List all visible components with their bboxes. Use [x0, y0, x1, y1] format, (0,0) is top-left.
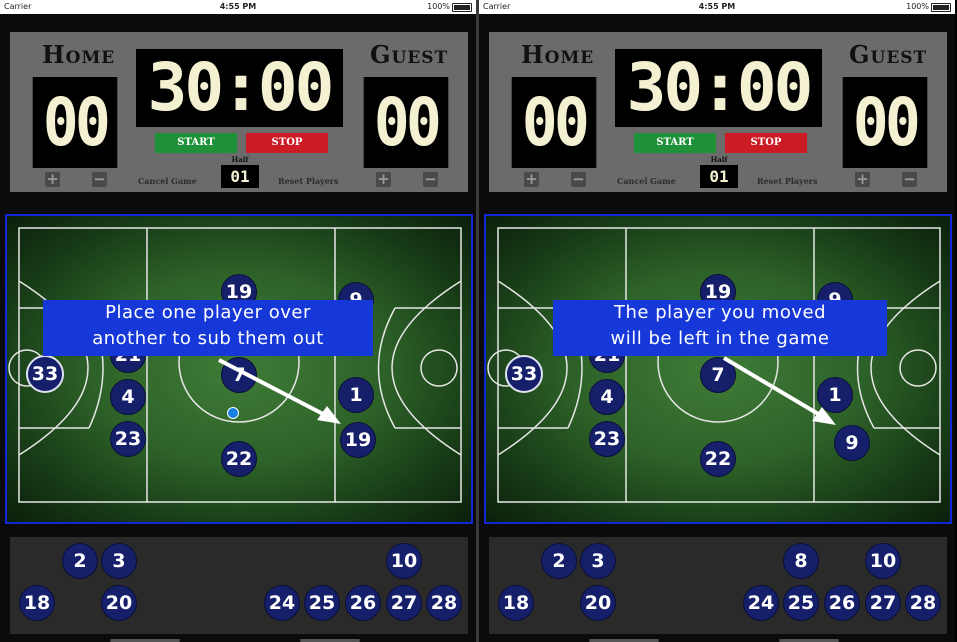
bench-player[interactable]: 10	[865, 543, 901, 579]
cancel-game-button[interactable]: Cancel Game	[138, 176, 197, 186]
battery-icon	[452, 3, 472, 12]
bench-player[interactable]: 8	[783, 543, 819, 579]
field-player[interactable]: 4	[110, 379, 146, 415]
bench-player[interactable]: 28	[905, 585, 941, 621]
bench-player[interactable]: 2	[62, 543, 98, 579]
lacrosse-field[interactable]: 19 9 21 33 7 1 4 19 23 22 Place one play…	[5, 214, 473, 524]
scroll-indicator	[110, 639, 180, 642]
bench-area[interactable]: 2 3 8 10 18 20 24 25 26 27 28	[489, 537, 947, 634]
callout-line-2: will be left in the game	[610, 328, 830, 349]
home-minus-button[interactable]: −	[92, 170, 107, 188]
field-player[interactable]: 22	[700, 441, 736, 477]
home-score: 00	[511, 77, 597, 168]
game-clock: 30:00	[615, 49, 822, 127]
half-label: Half	[231, 155, 249, 164]
scroll-indicator	[779, 639, 839, 642]
guest-minus-button[interactable]: −	[423, 170, 438, 188]
guest-label: Guest	[849, 40, 928, 69]
callout-line-2: another to sub them out	[92, 328, 324, 349]
battery-percent: 100%	[427, 2, 450, 11]
field-player[interactable]: 23	[110, 421, 146, 457]
guest-plus-button[interactable]: +	[855, 170, 870, 188]
home-minus-button[interactable]: −	[571, 170, 586, 188]
bench-player[interactable]: 20	[101, 585, 137, 621]
status-bar: Carrier 4:55 PM 100%	[479, 0, 955, 14]
field-player[interactable]: 1	[338, 377, 374, 413]
field-player[interactable]: 23	[589, 421, 625, 457]
half-label: Half	[710, 155, 728, 164]
start-button[interactable]: START	[155, 133, 237, 153]
bench-player[interactable]: 27	[865, 585, 901, 621]
bench-player[interactable]: 27	[386, 585, 422, 621]
start-button[interactable]: START	[634, 133, 716, 153]
bench-player[interactable]: 25	[783, 585, 819, 621]
bench-player[interactable]: 26	[345, 585, 381, 621]
field-player-goalie[interactable]: 33	[505, 355, 543, 393]
field-lines	[8, 227, 462, 503]
field-player[interactable]: 1	[817, 377, 853, 413]
bench-player[interactable]: 24	[264, 585, 300, 621]
arrow-icon	[722, 356, 836, 425]
guest-score: 00	[363, 77, 449, 168]
status-time: 4:55 PM	[698, 2, 736, 11]
bench-player[interactable]: 3	[580, 543, 616, 579]
guest-minus-button[interactable]: −	[902, 170, 917, 188]
bench-player[interactable]: 20	[580, 585, 616, 621]
tutorial-callout: Place one player over another to sub the…	[43, 300, 373, 356]
status-time: 4:55 PM	[219, 2, 257, 11]
game-clock: 30:00	[136, 49, 343, 127]
stop-button[interactable]: STOP	[725, 133, 807, 153]
arrow-icon	[218, 358, 341, 424]
half-value[interactable]: 01	[221, 165, 259, 188]
field-player-moved[interactable]: 9	[834, 425, 870, 461]
bench-player[interactable]: 18	[19, 585, 55, 621]
bench-player[interactable]: 24	[743, 585, 779, 621]
bench-area[interactable]: 2 3 10 18 20 24 25 26 27 28	[10, 537, 468, 634]
ball-icon	[227, 407, 239, 419]
bench-player[interactable]: 2	[541, 543, 577, 579]
field-player-goalie[interactable]: 33	[26, 355, 64, 393]
home-label: Home	[42, 40, 116, 69]
battery-icon	[931, 3, 951, 12]
reset-players-button[interactable]: Reset Players	[757, 176, 818, 186]
scoreboard: Home Guest 00 00 30:00 START STOP Half 0…	[10, 32, 468, 192]
carrier-label: Carrier	[483, 2, 511, 11]
field-player[interactable]: 22	[221, 441, 257, 477]
callout-line-1: Place one player over	[105, 302, 311, 323]
bench-player[interactable]: 26	[824, 585, 860, 621]
bench-player[interactable]: 10	[386, 543, 422, 579]
field-player-dragged[interactable]: 19	[340, 422, 376, 458]
stop-button[interactable]: STOP	[246, 133, 328, 153]
guest-score: 00	[842, 77, 928, 168]
status-bar: Carrier 4:55 PM 100%	[0, 0, 476, 14]
guest-plus-button[interactable]: +	[376, 170, 391, 188]
tutorial-callout: The player you moved will be left in the…	[553, 300, 887, 356]
bench-player[interactable]: 28	[426, 585, 462, 621]
battery-percent: 100%	[906, 2, 929, 11]
home-plus-button[interactable]: +	[524, 170, 539, 188]
scoreboard: Home Guest 00 00 30:00 START STOP Half 0…	[489, 32, 947, 192]
divider	[476, 0, 479, 642]
home-score: 00	[32, 77, 118, 168]
bench-player[interactable]: 18	[498, 585, 534, 621]
field-player[interactable]: 4	[589, 379, 625, 415]
callout-line-1: The player you moved	[614, 302, 826, 323]
cancel-game-button[interactable]: Cancel Game	[617, 176, 676, 186]
bench-player[interactable]: 3	[101, 543, 137, 579]
lacrosse-field[interactable]: 19 9 21 33 7 1 4 9 23 22 The player you …	[484, 214, 952, 524]
guest-label: Guest	[370, 40, 449, 69]
right-screen: Carrier 4:55 PM 100% Home Guest 00 00 30…	[479, 0, 955, 642]
reset-players-button[interactable]: Reset Players	[278, 176, 339, 186]
home-plus-button[interactable]: +	[45, 170, 60, 188]
home-label: Home	[521, 40, 595, 69]
carrier-label: Carrier	[4, 2, 32, 11]
bench-player[interactable]: 25	[304, 585, 340, 621]
left-screen: Carrier 4:55 PM 100% Home Guest 00 00 30…	[0, 0, 476, 642]
half-value[interactable]: 01	[700, 165, 738, 188]
scroll-indicator	[300, 639, 360, 642]
scroll-indicator	[589, 639, 659, 642]
